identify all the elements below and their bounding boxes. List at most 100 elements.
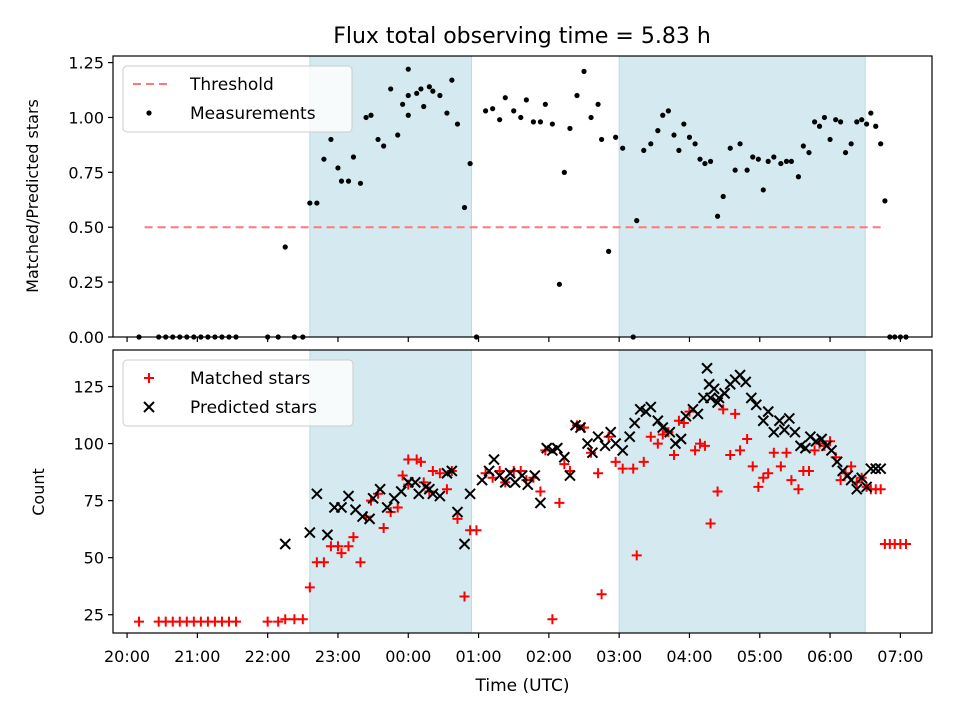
measurement-point	[714, 213, 721, 219]
measurement-point	[676, 147, 682, 153]
predicted-star-point	[701, 362, 713, 374]
measurement-point	[556, 281, 563, 287]
measurement-point	[426, 84, 432, 90]
measurement-point	[760, 187, 766, 193]
matched-star-point	[753, 481, 764, 492]
measurement-point	[502, 95, 508, 101]
predicted-star-point	[304, 526, 316, 539]
predicted-star-point	[789, 426, 801, 438]
measurement-point	[868, 110, 874, 116]
predicted-star-point	[592, 431, 604, 443]
legend-label: Measurements	[190, 104, 316, 124]
matched-star-point	[403, 454, 414, 465]
measurement-point	[783, 158, 790, 164]
measurement-point	[581, 68, 587, 74]
measurement-point	[537, 119, 544, 125]
measurement-point	[511, 108, 517, 114]
x-tick-label: 23:00	[315, 647, 361, 666]
predicted-star-point	[851, 483, 863, 495]
predicted-star-point	[321, 529, 334, 541]
measurement-point	[606, 248, 612, 254]
measurement-point	[755, 156, 761, 162]
matched-star-point	[280, 614, 291, 625]
measurement-point	[307, 200, 313, 206]
legend-predicted-swatch	[143, 401, 155, 413]
x-tick-label: 06:00	[807, 647, 853, 666]
measurement-point	[282, 244, 288, 250]
matched-star-point	[747, 461, 758, 472]
measurement-point	[400, 101, 406, 107]
matched-star-point	[730, 408, 741, 419]
predicted-star-point	[409, 476, 421, 489]
predicted-star-point	[342, 490, 355, 502]
measurement-point	[648, 141, 654, 147]
predicted-star-point	[599, 440, 611, 452]
measurement-point	[388, 86, 394, 92]
measurement-point	[595, 101, 601, 107]
measurement-point	[430, 88, 436, 94]
measurement-point	[314, 200, 320, 206]
measurement-point	[561, 169, 567, 175]
measurement-point	[821, 114, 828, 121]
matched-star-point	[793, 484, 804, 495]
predicted-star-point	[427, 488, 439, 500]
measurement-point	[588, 114, 594, 121]
predicted-star-point	[488, 453, 500, 466]
x-tick-label: 05:00	[737, 647, 783, 666]
measurement-point	[490, 106, 496, 112]
measurement-point	[788, 158, 794, 164]
measurement-point	[806, 149, 812, 156]
measurement-point	[414, 90, 420, 96]
measurement-point	[613, 134, 619, 140]
predicted-star-point	[558, 451, 571, 463]
y-tick-label: 50	[84, 549, 104, 568]
y-axis-label: Count	[29, 468, 48, 516]
predicted-star-point	[624, 431, 636, 443]
legend-label: Threshold	[189, 75, 274, 95]
measurement-point	[660, 112, 666, 118]
measurement-point	[686, 134, 693, 140]
predicted-star-point	[356, 510, 369, 523]
predicted-star-point	[534, 497, 547, 509]
matched-star-point	[875, 484, 886, 495]
predicted-star-point	[750, 399, 762, 411]
matched-star-point	[699, 440, 710, 451]
predicted-star-point	[586, 446, 599, 459]
predicted-star-point	[768, 426, 780, 438]
measurement-point	[405, 112, 411, 118]
predicted-star-point	[874, 462, 887, 475]
measurement-point	[418, 86, 424, 92]
x-tick-label: 00:00	[385, 647, 431, 666]
measurement-point	[523, 97, 529, 103]
matched-star-point	[631, 550, 642, 561]
matched-star-point	[652, 438, 663, 449]
predicted-star-point	[845, 474, 857, 486]
measurement-point	[671, 132, 677, 138]
measurement-point	[816, 123, 823, 129]
measurement-point	[437, 92, 443, 99]
matched-star-point	[434, 468, 445, 479]
matched-star-point	[348, 532, 359, 543]
measurement-point	[838, 119, 844, 125]
y-tick-label: 75	[84, 492, 104, 511]
matched-star-point	[803, 465, 814, 476]
matched-star-point	[725, 449, 736, 460]
measurement-point	[634, 218, 640, 224]
legend-label: Matched stars	[190, 369, 310, 389]
x-tick-label: 02:00	[526, 647, 572, 666]
measurement-point	[375, 136, 381, 143]
predicted-star-point	[476, 474, 488, 486]
matched-star-point	[441, 484, 452, 495]
matched-star-point	[758, 472, 769, 483]
matched-star-point	[297, 614, 308, 625]
predicted-star-point	[516, 469, 528, 482]
matched-star-point	[775, 461, 786, 472]
measurement-point	[859, 117, 865, 123]
y-tick-label: 125	[73, 378, 104, 397]
predicted-star-point	[551, 442, 564, 454]
measurement-point	[681, 121, 687, 127]
matched-star-point	[718, 404, 729, 415]
measurement-point	[655, 128, 661, 134]
matched-star-point	[415, 456, 426, 467]
